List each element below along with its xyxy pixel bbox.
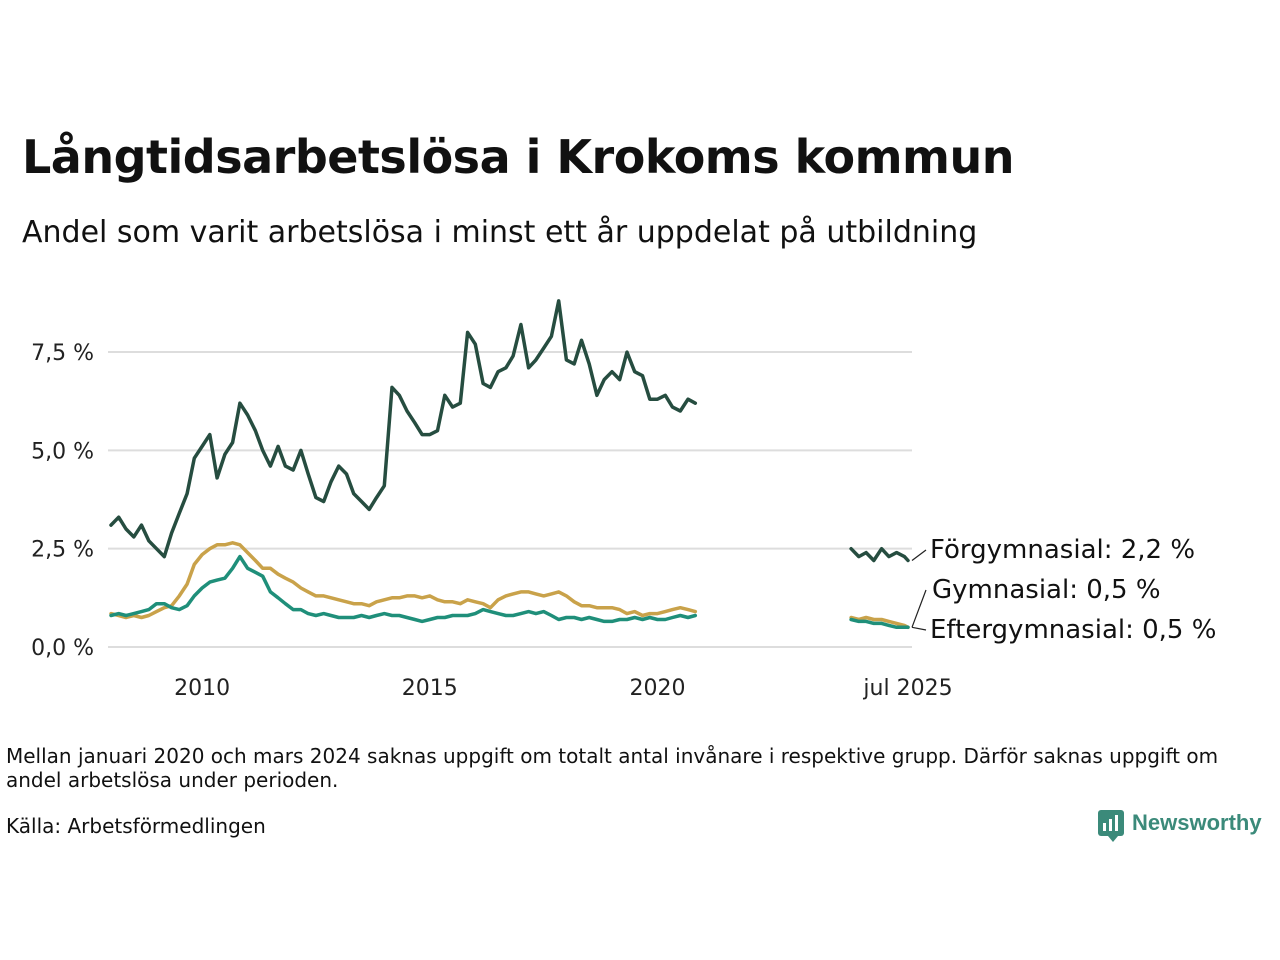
series-line-f-rgymnasial <box>109 299 698 559</box>
y-axis-ticks: 0,0 % 2,5 % 5,0 % 7,5 % <box>31 341 94 661</box>
chart-subtitle: Andel som varit arbetslösa i minst ett å… <box>22 215 978 250</box>
leader-line <box>911 626 927 631</box>
series-line-gymnasial <box>109 541 698 620</box>
x-tick-label: 2010 <box>174 676 230 701</box>
y-tick-label: 5,0 % <box>31 439 94 464</box>
logo-text: Newsworthy <box>1132 810 1262 835</box>
y-tick-label: 7,5 % <box>31 341 94 366</box>
footnote: Mellan januari 2020 och mars 2024 saknas… <box>6 744 1219 792</box>
y-tick-label: 2,5 % <box>31 538 94 563</box>
x-tick-label: jul 2025 <box>862 676 952 701</box>
end-label: Förgymnasial: 2,2 % <box>930 535 1195 565</box>
series-end-labels: Förgymnasial: 2,2 % Gymnasial: 0,5 % Efter… <box>911 535 1216 645</box>
leader-line <box>911 549 927 561</box>
source-note: Källa: Arbetsförmedlingen <box>6 814 266 838</box>
end-label: Gymnasial: 0,5 % <box>932 575 1161 605</box>
newsworthy-logo: Newsworthy <box>1098 810 1262 842</box>
chart-title: Långtidsarbetslösa i Krokoms kommun <box>22 130 1014 184</box>
series-line-gymnasial <box>849 615 910 630</box>
series-line-f-rgymnasial <box>849 546 910 563</box>
leader-line <box>911 589 927 628</box>
y-tick-label: 0,0 % <box>31 636 94 661</box>
series-line-eftergymnasial <box>109 554 698 624</box>
end-label: Eftergymnasial: 0,5 % <box>930 615 1216 645</box>
x-tick-label: 2020 <box>630 676 686 701</box>
x-tick-label: 2015 <box>402 676 458 701</box>
logo-chart-icon <box>1098 810 1124 842</box>
series-line-eftergymnasial <box>849 617 910 630</box>
gridlines <box>108 351 912 648</box>
line-chart: 0,0 % 2,5 % 5,0 % 7,5 % 2010 2015 2020 jul 202… <box>31 299 1216 701</box>
series-lines <box>109 299 910 630</box>
x-axis-ticks: 2010 2015 2020 jul 2025 <box>174 676 952 701</box>
